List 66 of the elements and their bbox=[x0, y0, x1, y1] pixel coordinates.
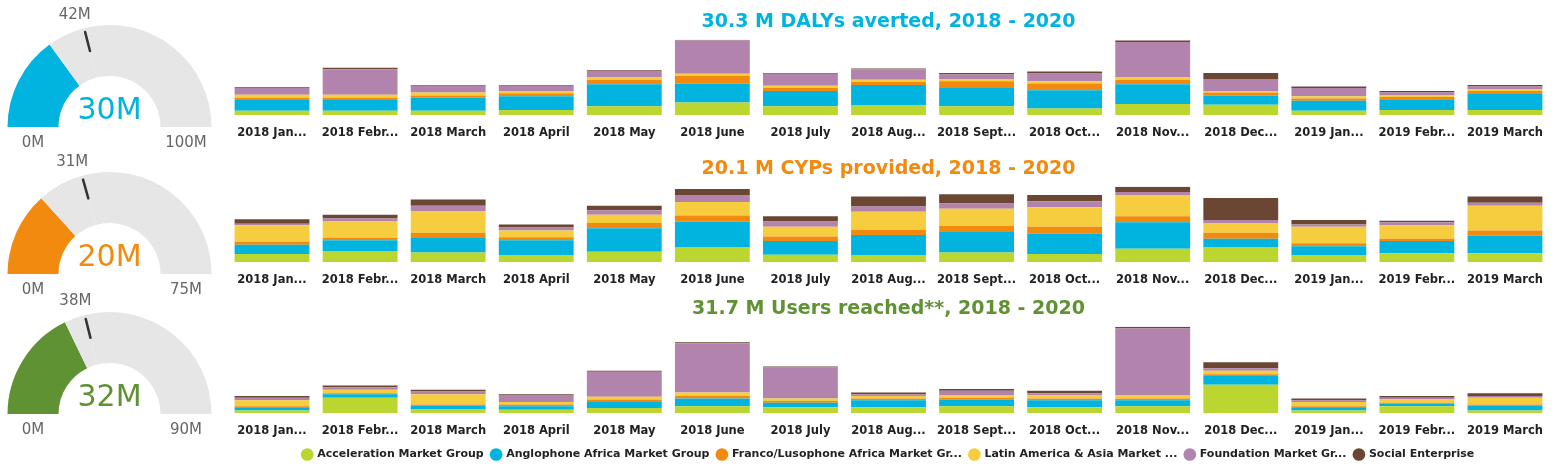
x-tick-label: 2019 Jan... bbox=[1294, 423, 1364, 438]
text: 38M bbox=[59, 291, 92, 310]
x-tick-label: 2019 March bbox=[1467, 125, 1543, 140]
x-tick-label: 2018 March bbox=[410, 423, 487, 438]
x-tick-label: 2018 Dec... bbox=[1204, 125, 1278, 140]
legend-label: Anglophone Africa Market Group bbox=[506, 447, 710, 461]
legend-label: Franco/Lusophone Africa Market Gr... bbox=[731, 447, 962, 461]
text: 20M bbox=[77, 238, 142, 273]
x-tick-label: 2018 June bbox=[680, 423, 745, 438]
x-tick-label: 2018 Oct... bbox=[1029, 423, 1101, 438]
x-tick-label: 2019 Jan... bbox=[1294, 125, 1364, 140]
x-tick-label: 2018 July bbox=[770, 125, 831, 140]
legend-label: Latin America & Asia Market ... bbox=[984, 447, 1178, 461]
x-tick-label: 2018 Febr... bbox=[321, 272, 399, 287]
legend-label: Foundation Market Gr... bbox=[1199, 447, 1347, 461]
x-tick-label: 2018 April bbox=[502, 272, 570, 287]
x-tick-label: 2018 May bbox=[593, 125, 656, 140]
x-tick-label: 2018 Nov... bbox=[1116, 423, 1190, 438]
x-tick-label: 2018 April bbox=[502, 125, 570, 140]
x-tick-label: 2018 Jan... bbox=[237, 125, 307, 140]
x-tick-label: 2018 March bbox=[410, 125, 487, 140]
x-tick-label: 2019 Febr... bbox=[1378, 423, 1456, 438]
chart-title: 30.3 M DALYs averted, 2018 - 2020 bbox=[701, 9, 1076, 32]
x-tick-label: 2018 Jan... bbox=[237, 272, 307, 287]
x-tick-label: 2018 May bbox=[593, 423, 656, 438]
x-tick-label: 2018 Aug... bbox=[851, 423, 926, 438]
x-tick-label: 2018 Oct... bbox=[1029, 272, 1101, 287]
x-tick-label: 2019 March bbox=[1467, 423, 1543, 438]
x-tick-label: 2019 Febr... bbox=[1378, 272, 1456, 287]
x-tick-label: 2018 Oct... bbox=[1029, 125, 1101, 140]
x-tick-label: 2018 July bbox=[770, 423, 831, 438]
x-tick-label: 2019 Jan... bbox=[1294, 272, 1364, 287]
text: 75M bbox=[169, 280, 203, 298]
text: 31M bbox=[56, 152, 89, 171]
text: 0M bbox=[21, 280, 45, 298]
x-tick-label: 2018 Febr... bbox=[321, 125, 399, 140]
x-tick-label: 2018 April bbox=[502, 423, 570, 438]
x-tick-label: 2018 Aug... bbox=[851, 272, 926, 287]
text: 0M bbox=[21, 133, 45, 151]
text: 100M bbox=[165, 133, 207, 151]
x-tick-label: 2018 Jan... bbox=[237, 423, 307, 438]
chart-title: 20.1 M CYPs provided, 2018 - 2020 bbox=[701, 156, 1076, 179]
x-tick-label: 2019 March bbox=[1467, 272, 1543, 287]
legend-label: Social Enterprise bbox=[1368, 447, 1475, 461]
x-tick-label: 2018 Nov... bbox=[1116, 125, 1190, 140]
x-tick-label: 2018 July bbox=[770, 272, 831, 287]
x-tick-label: 2018 June bbox=[680, 125, 745, 140]
text: 32M bbox=[77, 378, 142, 413]
x-tick-label: 2018 June bbox=[680, 272, 745, 287]
x-tick-label: 2018 March bbox=[410, 272, 487, 287]
legend-label: Acceleration Market Group bbox=[317, 447, 484, 461]
x-tick-label: 2018 Sept... bbox=[937, 272, 1017, 287]
x-tick-label: 2018 Nov... bbox=[1116, 272, 1190, 287]
chart-title: 31.7 M Users reached**, 2018 - 2020 bbox=[692, 296, 1085, 319]
text: 30M bbox=[77, 91, 142, 126]
x-tick-label: 2018 Aug... bbox=[851, 125, 926, 140]
x-tick-label: 2018 May bbox=[593, 272, 656, 287]
text: 42M bbox=[58, 4, 91, 23]
x-tick-label: 2018 Sept... bbox=[937, 125, 1017, 140]
x-tick-label: 2018 Dec... bbox=[1204, 423, 1278, 438]
x-tick-label: 2018 Sept... bbox=[937, 423, 1017, 438]
x-tick-label: 2018 Dec... bbox=[1204, 272, 1278, 287]
text: 0M bbox=[21, 420, 45, 438]
x-tick-label: 2019 Febr... bbox=[1378, 125, 1456, 140]
x-tick-label: 2018 Febr... bbox=[321, 423, 399, 438]
text: 90M bbox=[169, 420, 203, 438]
